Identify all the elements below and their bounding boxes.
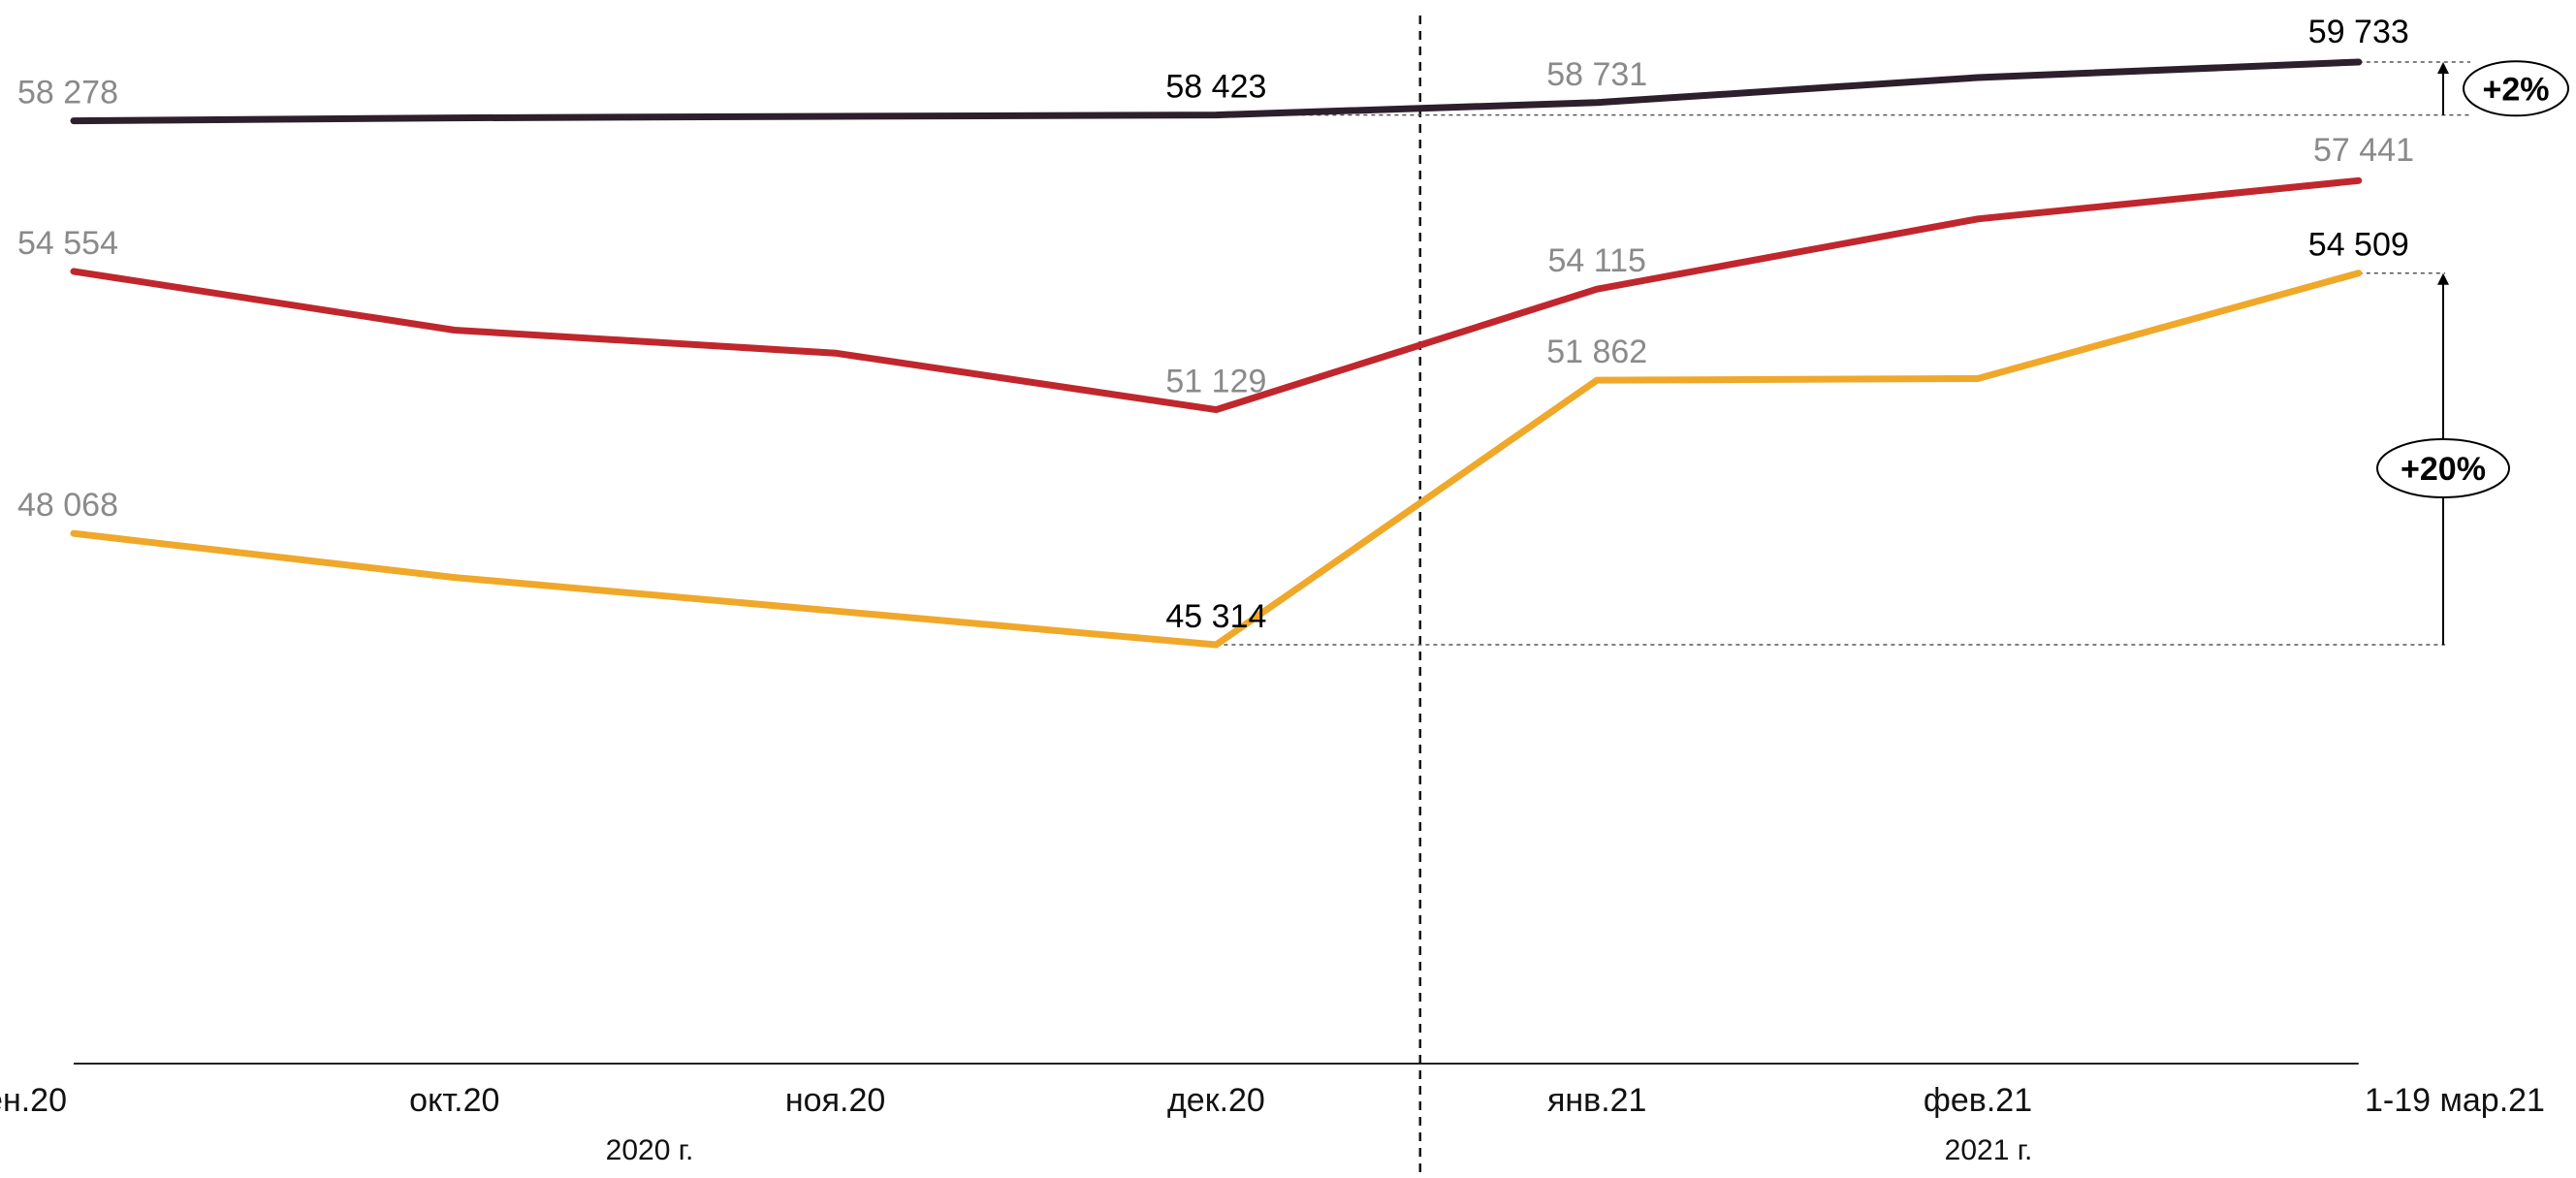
data-label: 57 441 <box>2313 132 2414 169</box>
x-tick-label: окт.20 <box>409 1082 499 1119</box>
series-line-2 <box>70 176 2363 414</box>
x-tick-label: янв.21 <box>1547 1082 1647 1119</box>
arrowhead-2 <box>2437 272 2449 285</box>
x-tick-label: фев.21 <box>1924 1082 2032 1119</box>
x-tick-label: дек.20 <box>1167 1082 1265 1119</box>
data-label: 48 068 <box>17 487 118 524</box>
change-annotations: +2% +20% <box>2376 60 2569 645</box>
data-label: 58 423 <box>1165 69 1266 106</box>
change-label-2: +20% <box>2401 451 2486 488</box>
data-label: 54 115 <box>1547 242 1645 279</box>
data-label: 54 554 <box>17 225 118 262</box>
change-label-1: +2% <box>2483 71 2550 108</box>
reference-lines <box>1216 61 2470 646</box>
data-label: 54 509 <box>2308 227 2409 264</box>
series-line-3 <box>70 270 2363 649</box>
x-tick-label: 1-19 мар.21 <box>2365 1082 2545 1119</box>
x-tick-labels: сен.20 окт.20 ноя.20 дек.20 янв.21 фев.21 1-19… <box>0 1082 2545 1119</box>
data-label: 58 278 <box>17 75 118 111</box>
year-label: 2020 г. <box>606 1134 694 1166</box>
change-badge-2 <box>2376 438 2510 498</box>
change-badge-1 <box>2463 60 2569 117</box>
series-lines <box>70 58 2363 649</box>
x-tick-label: ноя.20 <box>785 1082 885 1119</box>
year-group-labels: 2020 г. 2021 г. <box>606 1134 2033 1166</box>
data-labels: 58 278 58 423 58 731 59 733 57 441 54 554 51 1… <box>17 14 2414 635</box>
arrowhead-1 <box>2437 62 2449 74</box>
x-tick-label: сен.20 <box>0 1082 67 1119</box>
data-label: 51 129 <box>1165 364 1266 400</box>
data-label: 51 862 <box>1546 334 1647 370</box>
data-label: 59 733 <box>2308 14 2409 50</box>
year-label: 2021 г. <box>1945 1134 2033 1166</box>
plot-area: 58 278 58 423 58 731 59 733 57 441 54 554 51 1… <box>0 14 2569 1178</box>
data-label: 58 731 <box>1546 56 1647 93</box>
data-label: 45 314 <box>1165 598 1266 635</box>
series-line-1 <box>70 58 2363 125</box>
